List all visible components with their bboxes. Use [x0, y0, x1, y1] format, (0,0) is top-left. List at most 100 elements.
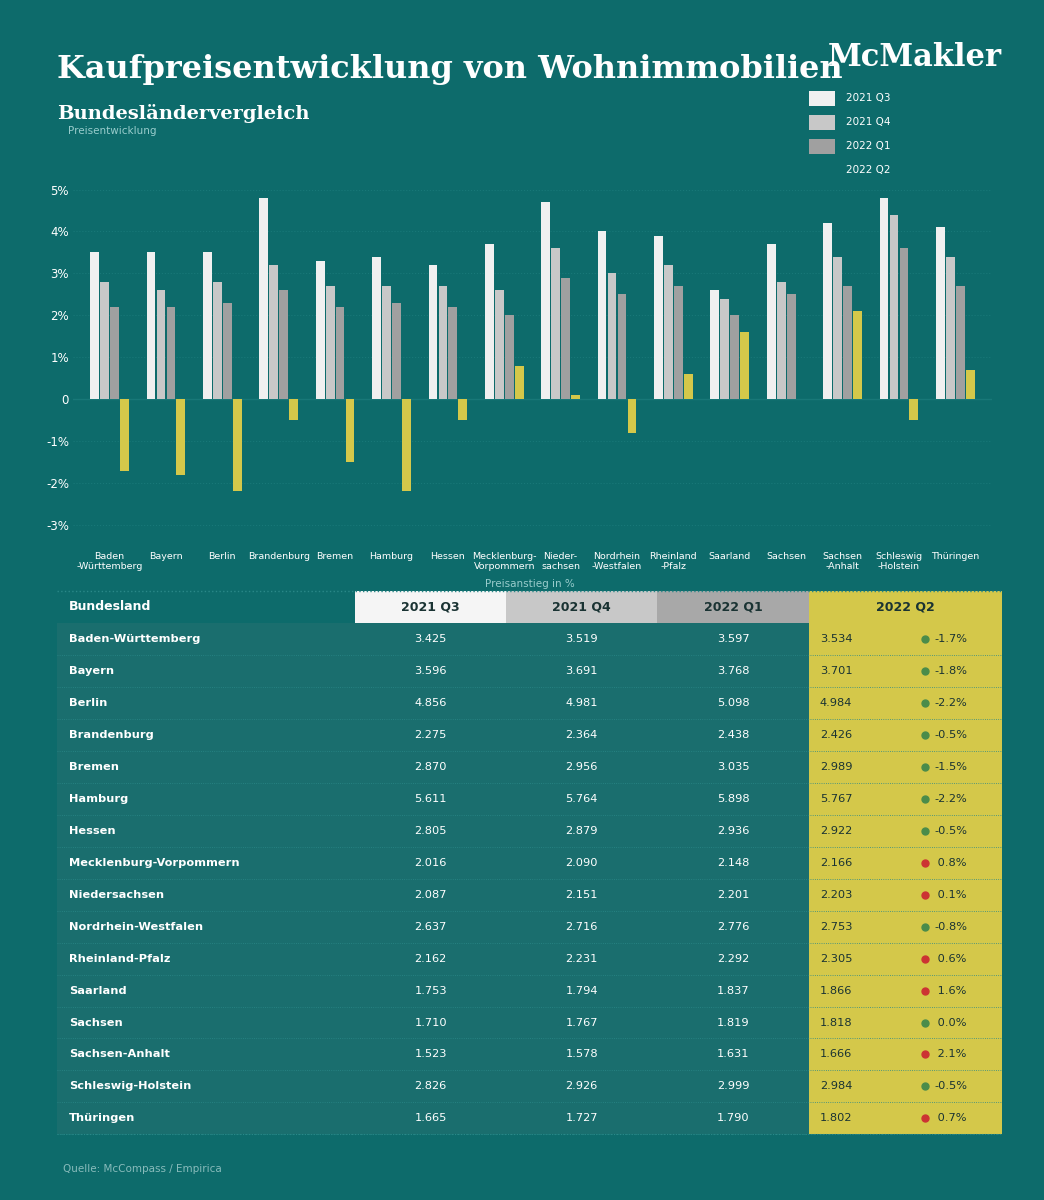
Text: 1.631: 1.631 — [717, 1050, 750, 1060]
Text: 2022 Q1: 2022 Q1 — [846, 142, 891, 151]
Bar — [808, 1070, 1002, 1103]
Bar — [280, 290, 288, 400]
Bar — [658, 911, 808, 942]
Bar — [355, 815, 506, 846]
Bar — [57, 846, 355, 878]
Bar — [571, 395, 579, 400]
Bar — [627, 400, 637, 433]
Text: 2.438: 2.438 — [717, 730, 750, 739]
Text: Quelle: McCompass / Empirica: Quelle: McCompass / Empirica — [63, 1164, 221, 1174]
Bar — [506, 654, 658, 686]
Text: 2.275: 2.275 — [414, 730, 447, 739]
Text: 1.837: 1.837 — [716, 985, 750, 996]
Bar — [355, 782, 506, 815]
Text: 2.753: 2.753 — [820, 922, 852, 931]
Bar — [658, 1103, 808, 1134]
Text: 5.611: 5.611 — [414, 793, 447, 804]
Text: 1.710: 1.710 — [414, 1018, 447, 1027]
Bar — [658, 1007, 808, 1038]
Bar — [853, 311, 862, 400]
Bar — [808, 654, 1002, 686]
Bar — [269, 265, 278, 400]
Bar — [808, 686, 1002, 719]
Bar — [936, 227, 945, 400]
Text: 2.926: 2.926 — [566, 1081, 598, 1092]
Text: 2021 Q3: 2021 Q3 — [401, 600, 460, 613]
Bar — [956, 286, 965, 400]
Bar — [658, 846, 808, 878]
Bar — [213, 282, 221, 400]
Bar — [57, 1038, 355, 1070]
Text: 1.727: 1.727 — [566, 1114, 598, 1123]
Text: 2.162: 2.162 — [414, 954, 447, 964]
Bar — [57, 911, 355, 942]
Bar — [900, 248, 908, 400]
Bar — [658, 1070, 808, 1103]
Bar — [966, 370, 975, 400]
Bar — [57, 1103, 355, 1134]
Text: Preisanstieg in %: Preisanstieg in % — [485, 578, 574, 589]
Bar — [355, 590, 506, 623]
Bar — [658, 686, 808, 719]
Bar — [355, 654, 506, 686]
Bar — [57, 974, 355, 1007]
Bar — [57, 815, 355, 846]
Text: 2.292: 2.292 — [717, 954, 750, 964]
Bar — [506, 1103, 658, 1134]
Bar — [824, 223, 832, 400]
Bar — [57, 1070, 355, 1103]
Bar — [57, 750, 355, 782]
Bar — [111, 307, 119, 400]
Bar — [808, 1007, 1002, 1038]
Text: 0.1%: 0.1% — [934, 889, 967, 900]
Bar — [57, 686, 355, 719]
Bar — [438, 286, 447, 400]
Text: 3.691: 3.691 — [566, 666, 598, 676]
Text: Hessen: Hessen — [69, 826, 116, 835]
Bar — [506, 590, 658, 623]
Bar — [90, 252, 99, 400]
Bar — [844, 286, 852, 400]
Text: -2.2%: -2.2% — [934, 793, 967, 804]
Bar — [336, 307, 345, 400]
Bar — [506, 623, 658, 654]
Text: Bundesländervergleich: Bundesländervergleich — [57, 104, 310, 124]
Bar — [711, 290, 719, 400]
Text: Sachsen: Sachsen — [69, 1018, 122, 1027]
Text: 2.637: 2.637 — [414, 922, 447, 931]
Bar — [658, 719, 808, 750]
Bar — [506, 686, 658, 719]
Bar — [315, 260, 325, 400]
Text: -1.8%: -1.8% — [934, 666, 968, 676]
Bar — [618, 294, 626, 400]
Bar — [808, 911, 1002, 942]
Bar — [506, 1038, 658, 1070]
Text: 3.597: 3.597 — [716, 634, 750, 643]
Text: Nordrhein-Westfalen: Nordrhein-Westfalen — [69, 922, 203, 931]
Bar — [57, 590, 355, 623]
Bar — [562, 277, 570, 400]
Bar — [259, 198, 268, 400]
Text: 2.166: 2.166 — [820, 858, 852, 868]
Bar — [658, 974, 808, 1007]
Bar — [355, 911, 506, 942]
Bar — [740, 332, 750, 400]
Text: 1.767: 1.767 — [566, 1018, 598, 1027]
Bar — [658, 942, 808, 974]
Bar — [355, 1038, 506, 1070]
Bar — [176, 400, 185, 475]
Bar — [495, 290, 503, 400]
Text: 2.989: 2.989 — [820, 762, 852, 772]
Bar — [355, 623, 506, 654]
Bar — [57, 654, 355, 686]
Text: 1.665: 1.665 — [414, 1114, 447, 1123]
Bar — [355, 1070, 506, 1103]
Bar — [515, 366, 523, 400]
Bar — [808, 1038, 1002, 1070]
Text: 3.035: 3.035 — [716, 762, 750, 772]
Bar — [880, 198, 888, 400]
Text: 2.305: 2.305 — [820, 954, 852, 964]
Bar — [506, 974, 658, 1007]
Bar — [551, 248, 560, 400]
Bar — [355, 878, 506, 911]
